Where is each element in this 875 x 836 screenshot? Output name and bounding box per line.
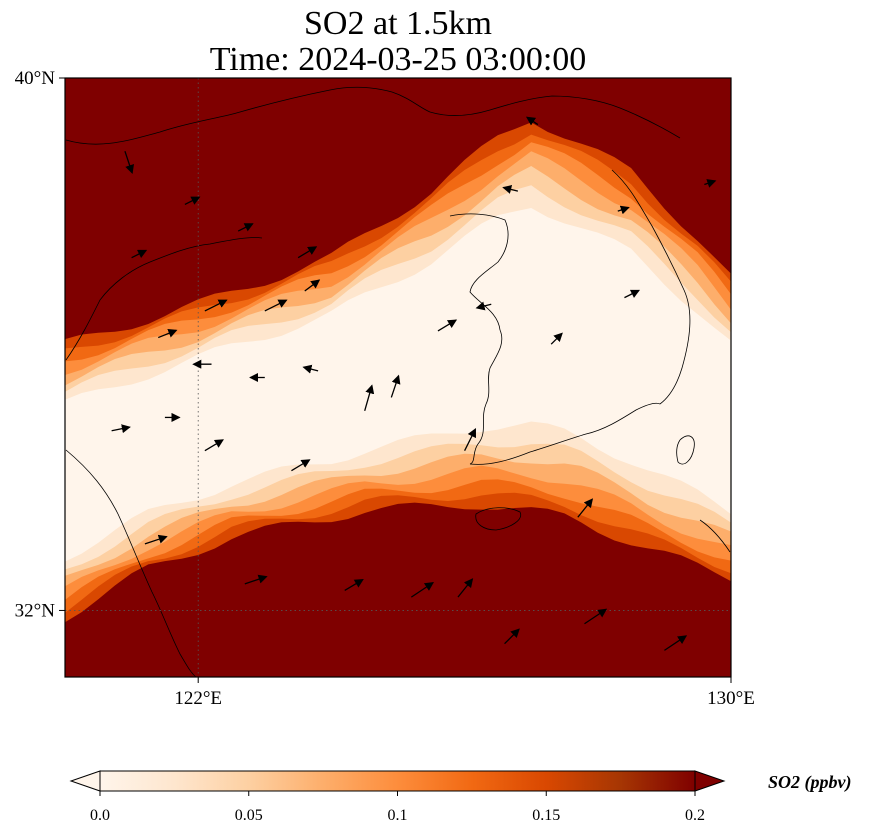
colorbar-tick-label: 0.15: [532, 807, 560, 824]
coastline-liaodong: [65, 86, 681, 145]
wind-arrow: [264, 299, 288, 312]
wind-arrow: [457, 578, 474, 598]
coastline-bohai-bay: [65, 237, 263, 361]
colorbar-label: SO2 (ppbv): [768, 772, 852, 793]
coastline-korea-east: [611, 169, 691, 405]
gridlines: [65, 78, 731, 677]
wind-arrow: [464, 427, 476, 452]
wind-arrow: [577, 498, 594, 518]
map-area: [65, 78, 731, 677]
wind-arrow: [584, 608, 608, 625]
wind-arrow: [390, 374, 401, 398]
colorbar-tick-label: 0.2: [685, 807, 705, 824]
wind-arrow: [204, 439, 224, 452]
wind-arrow: [504, 628, 520, 645]
wind-arrow: [291, 459, 311, 472]
y-tick-label: 40°N: [15, 68, 56, 89]
map-axes: 122°E 130°E 40°N 32°N: [15, 68, 755, 709]
colorbar-extend-low: [69, 770, 101, 792]
colorbar-tick-label: 0.1: [388, 807, 408, 824]
wind-arrow: [525, 116, 539, 126]
wind-arrow: [437, 319, 458, 332]
so2-band-layer: [65, 208, 731, 562]
colorbar-ticks: 0.0 0.05 0.1 0.15 0.2: [90, 791, 705, 824]
wind-arrow: [502, 185, 519, 194]
wind-arrow: [664, 635, 688, 651]
map-title-line1: SO2 at 1.5km: [304, 5, 492, 42]
colorbar: 0.0 0.05 0.1 0.15 0.2 SO2 (ppbv): [69, 770, 852, 824]
coastlines: [65, 86, 731, 677]
wind-arrow: [244, 574, 268, 585]
coastline-korea-west: [469, 329, 503, 465]
wind-arrow: [302, 364, 319, 374]
colorbar-tick-label: 0.0: [90, 807, 110, 824]
coastline-korea-south: [469, 402, 661, 465]
wind-arrow: [184, 196, 201, 206]
wind-vectors: [111, 116, 717, 651]
wind-arrow: [204, 299, 228, 312]
map-title-line2: Time: 2024-03-25 03:00:00: [210, 41, 587, 78]
wind-arrow: [704, 179, 717, 188]
wind-arrow: [410, 582, 435, 598]
coastline-jeju: [475, 507, 522, 531]
wind-arrow: [617, 205, 630, 215]
y-tick-label: 32°N: [15, 600, 56, 621]
coastline-tsushima: [676, 435, 695, 465]
wind-arrow: [131, 249, 148, 259]
coastline-kyushu: [699, 519, 731, 553]
x-tick-label: 130°E: [707, 688, 755, 709]
wind-arrow: [475, 301, 492, 311]
colorbar-extend-high: [694, 770, 726, 792]
wind-arrow: [144, 534, 168, 545]
wind-arrow: [624, 289, 641, 299]
wind-arrow: [237, 223, 254, 232]
colorbar-tick-label: 0.05: [235, 807, 263, 824]
wind-arrow: [364, 384, 375, 411]
map-frame: [64, 77, 732, 678]
so2-field: [65, 122, 731, 623]
wind-arrow: [304, 279, 321, 292]
colorbar-gradient: [100, 771, 695, 791]
x-tick-label: 122°E: [174, 688, 222, 709]
wind-arrow: [344, 579, 364, 592]
wind-arrow: [550, 332, 563, 345]
wind-arrow: [297, 246, 318, 259]
wind-arrow: [111, 424, 131, 434]
wind-arrow: [124, 151, 134, 175]
coastline-yangtze: [65, 449, 197, 677]
wind-arrow: [157, 329, 178, 339]
